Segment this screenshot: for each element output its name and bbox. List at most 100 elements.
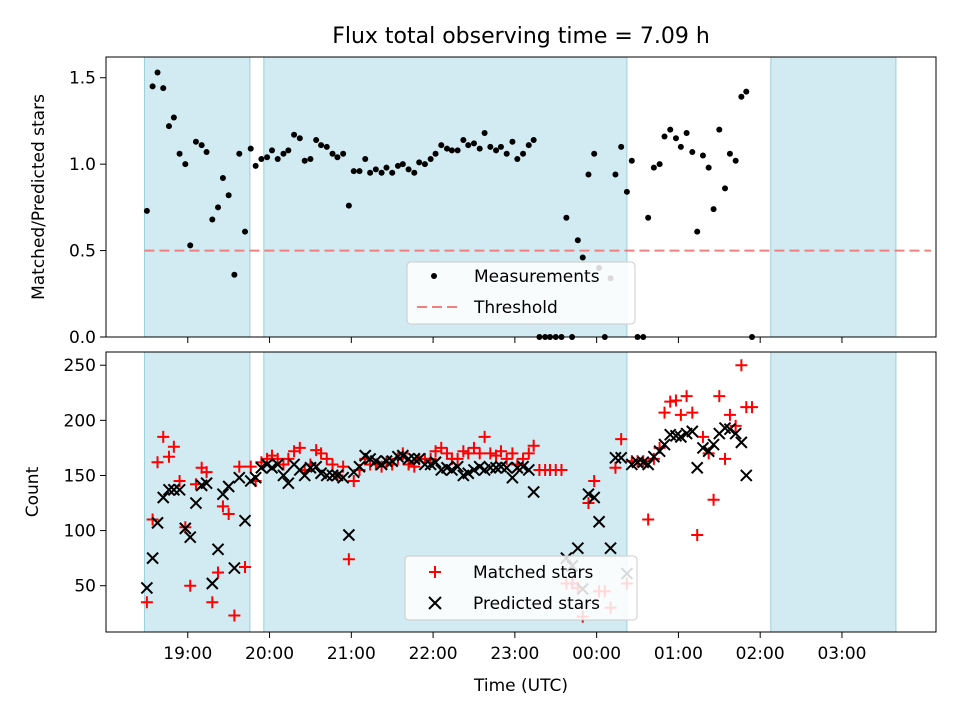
predicted-stars-point-0 bbox=[140, 581, 154, 595]
predicted-stars-point-57 bbox=[451, 460, 464, 473]
measurement-point-3 bbox=[160, 85, 167, 92]
matched-stars-point-3 bbox=[157, 430, 170, 443]
bottom-legend-box bbox=[404, 555, 638, 621]
measurement-point-28 bbox=[296, 135, 303, 142]
measurement-point-26 bbox=[285, 147, 292, 154]
predicted-stars-point-20 bbox=[249, 471, 262, 484]
measurement-point-45 bbox=[389, 169, 396, 176]
predicted-stars-point-51 bbox=[418, 458, 432, 471]
measurement-point-17 bbox=[236, 150, 243, 157]
predicted-stars-point-47 bbox=[396, 449, 410, 462]
matched-stars-point-107 bbox=[723, 408, 736, 421]
legend-matched-label: Matched stars bbox=[473, 563, 593, 583]
measurement-point-41 bbox=[367, 169, 374, 176]
measurement-point-58 bbox=[460, 136, 467, 143]
measurement-point-63 bbox=[487, 143, 494, 150]
predicted-stars-point-9 bbox=[189, 496, 203, 510]
measurement-point-88 bbox=[623, 188, 630, 195]
bottom-axes-frame bbox=[105, 351, 937, 633]
top-y-axis-label: Matched/Predicted stars bbox=[29, 94, 49, 300]
predicted-stars-point-31 bbox=[309, 460, 323, 473]
measurement-point-33 bbox=[323, 143, 330, 150]
matched-stars-point-16 bbox=[228, 609, 241, 622]
measurement-point-5 bbox=[170, 114, 177, 121]
matched-stars-point-60 bbox=[467, 441, 480, 454]
matched-stars-point-5 bbox=[167, 440, 180, 453]
chart-title: Flux total observing time = 7.09 h bbox=[332, 24, 710, 49]
matched-stars-point-12 bbox=[206, 596, 219, 609]
measurement-point-87 bbox=[618, 143, 625, 150]
matched-stars-point-100 bbox=[686, 406, 699, 419]
measurement-point-44 bbox=[383, 164, 390, 171]
predicted-stars-point-63 bbox=[484, 461, 497, 474]
predicted-stars-point-13 bbox=[211, 543, 225, 556]
matched-stars-point-18 bbox=[239, 560, 252, 573]
measurement-point-22 bbox=[264, 154, 271, 161]
measurement-point-50 bbox=[416, 159, 423, 166]
measurement-point-82 bbox=[591, 150, 598, 157]
legend-measurements-label: Measurements bbox=[474, 267, 600, 287]
predicted-stars-point-23 bbox=[265, 461, 279, 474]
measurement-point-54 bbox=[438, 142, 445, 149]
measurement-point-2 bbox=[154, 69, 161, 76]
measurement-point-89 bbox=[628, 157, 635, 164]
measurement-point-49 bbox=[411, 169, 418, 176]
predicted-stars-point-14 bbox=[216, 487, 230, 501]
x-tick-label-0: 19:00 bbox=[163, 644, 212, 664]
predicted-stars-point-39 bbox=[353, 460, 366, 473]
matched-stars-point-17 bbox=[233, 460, 246, 473]
predicted-stars-point-86 bbox=[641, 458, 655, 471]
measurement-point-27 bbox=[291, 131, 298, 138]
measurement-point-100 bbox=[689, 149, 696, 156]
measurement-point-95 bbox=[661, 133, 668, 140]
measurement-point-20 bbox=[252, 162, 259, 169]
predicted-stars-point-94 bbox=[686, 425, 699, 438]
matched-stars-point-71 bbox=[527, 439, 540, 452]
x-tick-label-8: 03:00 bbox=[817, 644, 866, 664]
top-shaded-region-0 bbox=[143, 56, 251, 338]
predicted-stars-point-69 bbox=[516, 460, 530, 473]
x-tick-label-6: 01:00 bbox=[654, 644, 703, 664]
measurement-point-110 bbox=[743, 88, 750, 95]
predicted-stars-point-56 bbox=[445, 463, 459, 477]
measurement-point-12 bbox=[209, 216, 216, 223]
measurement-point-48 bbox=[405, 166, 412, 173]
measurement-point-70 bbox=[525, 142, 532, 149]
x-tick-label-2: 21:00 bbox=[327, 644, 376, 664]
top-y-tick-label-2: 1.0 bbox=[69, 155, 96, 175]
top-legend-box bbox=[406, 261, 636, 325]
measurement-point-53 bbox=[432, 150, 439, 157]
matched-stars-point-101 bbox=[691, 528, 704, 541]
predicted-stars-point-74 bbox=[571, 542, 585, 555]
matched-stars-point-54 bbox=[435, 441, 448, 454]
predicted-stars-point-12 bbox=[206, 577, 219, 590]
measurement-point-105 bbox=[716, 126, 723, 133]
matched-stars-point-19 bbox=[244, 460, 257, 473]
measurement-point-104 bbox=[710, 206, 717, 213]
legend-threshold-label: Threshold bbox=[473, 298, 558, 318]
predicted-stars-point-8 bbox=[184, 530, 197, 544]
predicted-stars-point-7 bbox=[179, 522, 192, 535]
measurement-point-29 bbox=[301, 157, 308, 164]
measurement-point-18 bbox=[242, 228, 249, 235]
measurement-point-47 bbox=[399, 161, 406, 168]
top-y-tick-label-1: 0.5 bbox=[69, 242, 96, 262]
matched-stars-point-63 bbox=[484, 447, 497, 460]
matched-stars-point-0 bbox=[140, 596, 153, 609]
measurement-point-92 bbox=[645, 214, 652, 221]
predicted-stars-point-95 bbox=[691, 461, 704, 474]
bottom-panel: 50 100 150 200 250 19:00 20:00 21:00 22:00 23:00… bbox=[23, 351, 937, 696]
measurement-point-34 bbox=[329, 150, 336, 157]
x-tick-label-3: 22:00 bbox=[409, 644, 458, 664]
predicted-stars-point-88 bbox=[653, 445, 666, 458]
matched-stars-point-76 bbox=[555, 463, 568, 476]
predicted-stars-point-89 bbox=[658, 438, 671, 451]
measurement-point-94 bbox=[656, 161, 663, 168]
measurement-point-99 bbox=[683, 130, 690, 137]
matched-stars-point-87 bbox=[615, 433, 628, 446]
measurement-point-7 bbox=[182, 161, 189, 168]
measurement-point-109 bbox=[738, 93, 745, 100]
predicted-stars-point-84 bbox=[631, 456, 644, 469]
matched-stars-point-92 bbox=[642, 513, 655, 526]
measurement-point-97 bbox=[672, 135, 679, 142]
